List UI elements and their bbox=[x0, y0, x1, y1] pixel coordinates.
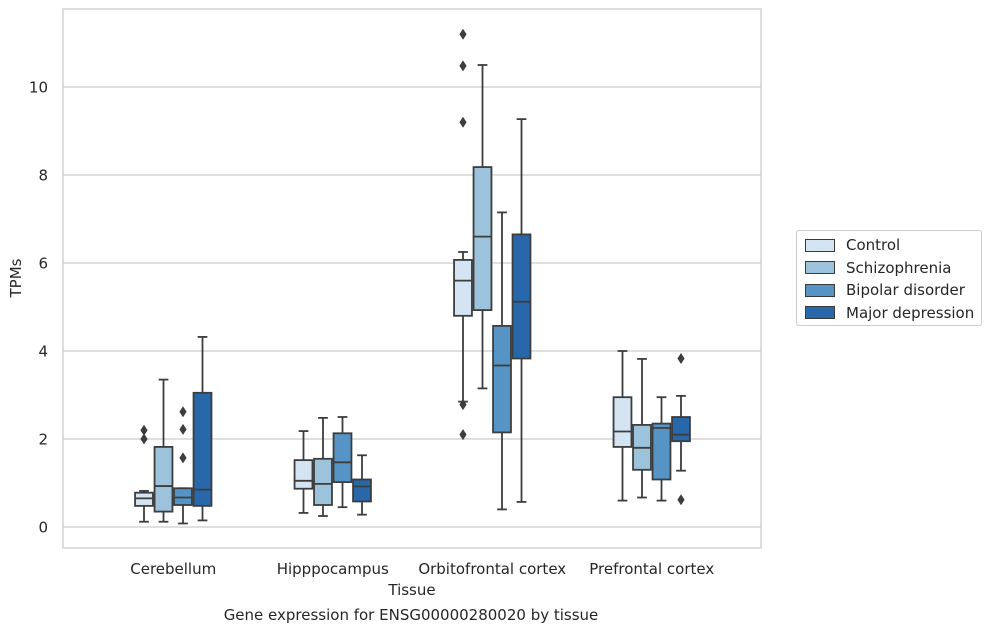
y-tick-label: 0 bbox=[38, 519, 48, 537]
x-axis-title: Tissue bbox=[387, 581, 435, 599]
x-tick-label: Orbitofrontal cortex bbox=[418, 560, 566, 578]
legend-swatch bbox=[805, 283, 835, 297]
plot-frame bbox=[62, 8, 762, 549]
box-control-3 bbox=[612, 350, 633, 502]
y-tick-label: 8 bbox=[38, 167, 48, 185]
x-tick-label: Cerebellum bbox=[130, 560, 216, 578]
legend-item: Bipolar disorder bbox=[805, 280, 965, 300]
box-body bbox=[671, 416, 691, 443]
outlier-point bbox=[179, 406, 187, 418]
x-tick-label: Prefrontal cortex bbox=[589, 560, 714, 578]
box-body bbox=[453, 259, 473, 317]
outlier-point bbox=[459, 399, 467, 411]
outlier-point bbox=[459, 429, 467, 441]
legend-swatch bbox=[805, 261, 835, 274]
box-major-depression-2 bbox=[511, 118, 532, 503]
outlier-point bbox=[677, 352, 685, 364]
legend-item: Schizophrenia bbox=[805, 258, 951, 278]
box-major-depression-0 bbox=[192, 336, 213, 522]
box-body bbox=[511, 233, 532, 360]
y-axis-title: TPMs bbox=[7, 258, 25, 298]
box-bipolar-disorder-0 bbox=[173, 406, 193, 525]
outlier-point bbox=[140, 433, 148, 445]
legend-item: Major depression bbox=[805, 303, 974, 323]
box-body bbox=[651, 422, 672, 481]
ytick-layer: 0 2 4 6 8 10 bbox=[29, 79, 48, 537]
y-tick-label: 4 bbox=[38, 343, 48, 361]
box-body bbox=[313, 457, 333, 506]
legend: Control Schizophrenia Bipolar disorder Majo… bbox=[796, 230, 982, 326]
box-body bbox=[293, 459, 314, 490]
legend-swatch bbox=[805, 306, 835, 319]
legend-label: Control bbox=[846, 236, 901, 254]
outlier-point bbox=[459, 60, 467, 72]
outlier-point bbox=[677, 494, 685, 506]
legend-label: Major depression bbox=[846, 303, 975, 322]
legend-label: Schizophrenia bbox=[846, 258, 952, 277]
outlier-point bbox=[459, 28, 467, 40]
box-body bbox=[492, 325, 512, 434]
box-schizophrenia-3 bbox=[632, 358, 652, 499]
box-control-2 bbox=[453, 28, 473, 441]
chart-caption: Gene expression for ENSG00000280020 by t… bbox=[223, 606, 599, 624]
outlier-point bbox=[140, 424, 148, 436]
box-body bbox=[153, 446, 174, 513]
y-tick-label: 6 bbox=[38, 255, 48, 273]
legend-item: Control bbox=[805, 235, 900, 255]
box-body bbox=[612, 396, 633, 448]
box-body bbox=[472, 166, 493, 311]
outlier-point bbox=[179, 423, 187, 435]
box-body bbox=[192, 391, 213, 507]
box-bipolar-disorder-3 bbox=[651, 396, 672, 502]
box-bipolar-disorder-1 bbox=[332, 416, 353, 509]
y-tick-label: 2 bbox=[38, 431, 48, 449]
box-layer bbox=[134, 28, 691, 525]
box-control-1 bbox=[293, 430, 314, 514]
legend-label: Bipolar disorder bbox=[846, 281, 965, 299]
xtick-layer: Cerebellum Hipppocampus Orbitofrontal cort… bbox=[130, 560, 714, 578]
box-body bbox=[352, 478, 372, 503]
outlier-point bbox=[179, 452, 187, 464]
outlier-point bbox=[459, 116, 467, 128]
legend-swatch bbox=[805, 238, 835, 252]
box-major-depression-3 bbox=[671, 352, 691, 506]
x-tick-label: Hipppocampus bbox=[277, 560, 389, 578]
box-schizophrenia-1 bbox=[313, 416, 333, 517]
box-control-0 bbox=[134, 424, 154, 523]
box-bipolar-disorder-2 bbox=[492, 211, 512, 511]
grid-layer bbox=[63, 86, 761, 528]
y-tick-label: 10 bbox=[29, 79, 48, 97]
box-major-depression-1 bbox=[352, 454, 372, 516]
box-schizophrenia-0 bbox=[153, 378, 174, 523]
box-schizophrenia-2 bbox=[472, 64, 493, 390]
box-body bbox=[332, 432, 353, 484]
